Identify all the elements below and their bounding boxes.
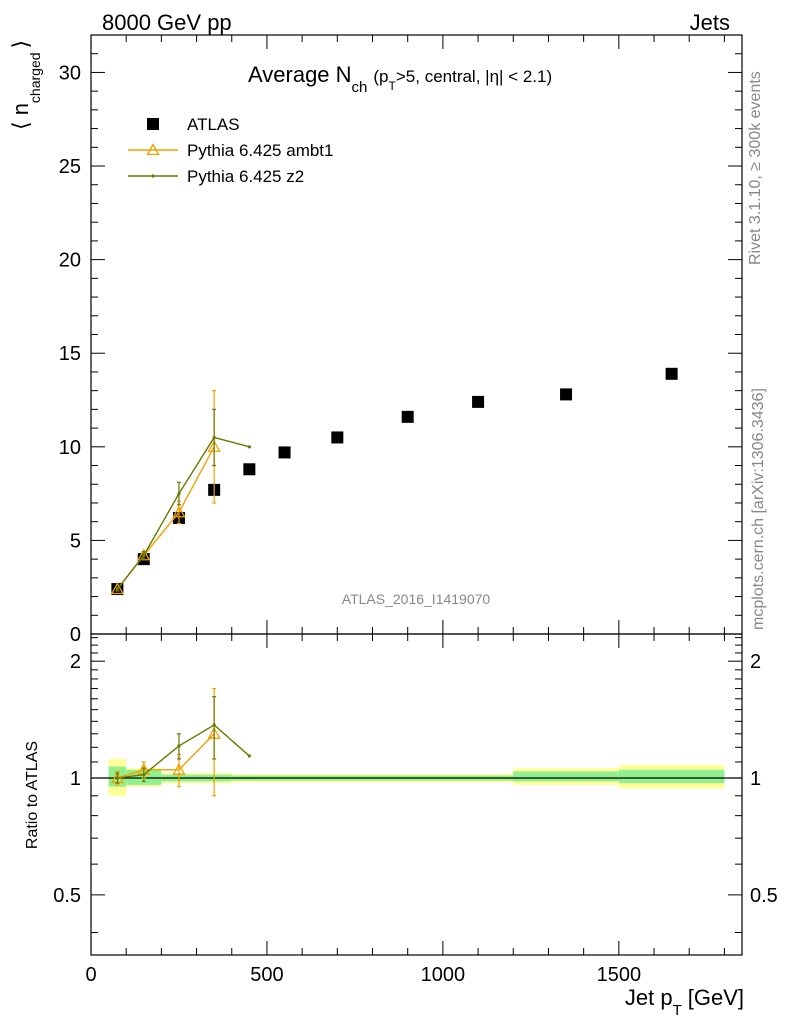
atlas-data-point bbox=[331, 431, 344, 444]
ratio-ylabel: Ratio to ATLAS bbox=[24, 741, 41, 849]
ratio-z2-point bbox=[247, 754, 251, 758]
legend-atlas-marker bbox=[147, 118, 159, 130]
ratio-ambt1-point bbox=[172, 762, 186, 775]
ratio-z2-point bbox=[177, 744, 181, 748]
ratio-y-tick-label-right: 1 bbox=[750, 768, 761, 790]
analysis-watermark: ATLAS_2016_I1419070 bbox=[342, 591, 491, 607]
ratio-plot-frame bbox=[90, 633, 743, 956]
main-y-tick-label: 0 bbox=[70, 624, 81, 646]
main-axis-ticks: 0 5 10 15 20 25 30 bbox=[59, 34, 742, 646]
x-tick-label: 500 bbox=[250, 964, 283, 986]
header-process-label: Jets bbox=[690, 10, 730, 35]
ambt1-data-point bbox=[172, 505, 186, 518]
atlas-data-point bbox=[472, 395, 485, 408]
x-tick-label: 1500 bbox=[597, 964, 642, 986]
ratio-band-inner bbox=[618, 769, 725, 784]
z2-data-point bbox=[142, 553, 146, 557]
legend: ATLAS Pythia 6.425 ambt1 Pythia 6.425 z2 bbox=[128, 115, 333, 186]
main-ylabel: ⟨ ncharged⟩ bbox=[8, 40, 43, 130]
main-series-marks bbox=[110, 367, 678, 596]
z2-data-point bbox=[212, 435, 216, 440]
z2-data-point bbox=[247, 445, 251, 449]
ratio-y-tick-label-right: 2 bbox=[750, 651, 761, 673]
x-tick-label: 1000 bbox=[421, 964, 466, 986]
legend-z2-marker bbox=[151, 174, 155, 178]
atlas-data-point bbox=[665, 367, 678, 380]
legend-label: ATLAS bbox=[187, 115, 240, 134]
ambt1-data-point bbox=[137, 548, 151, 561]
legend-ambt1-marker bbox=[146, 143, 160, 156]
x-tick-label: 0 bbox=[85, 964, 96, 986]
legend-label: Pythia 6.425 z2 bbox=[187, 167, 304, 186]
atlas-data-point bbox=[560, 388, 573, 401]
main-y-tick-label: 5 bbox=[70, 530, 81, 552]
ratio-series-marks bbox=[110, 687, 251, 797]
legend-label: Pythia 6.425 ambt1 bbox=[187, 141, 333, 160]
mcplots-reference-label: mcplots.cern.ch [arXiv:1306.3436] bbox=[750, 388, 767, 630]
ratio-z2-point bbox=[142, 773, 146, 777]
ratio-ambt1-line bbox=[117, 733, 215, 779]
header-energy-label: 8000 GeV pp bbox=[102, 10, 232, 35]
atlas-data-point bbox=[278, 446, 291, 459]
ratio-y-tick-label-left: 2 bbox=[70, 651, 81, 673]
main-y-tick-label: 10 bbox=[59, 437, 81, 459]
ratio-uncertainty-bands bbox=[91, 758, 742, 796]
ratio-z2-point bbox=[115, 776, 119, 780]
atlas-data-point bbox=[243, 463, 256, 476]
xlabel: Jet pT[GeV] bbox=[625, 985, 744, 1019]
ambt1-data-point bbox=[110, 582, 124, 595]
main-y-tick-label: 25 bbox=[59, 156, 81, 178]
main-y-tick-label: 30 bbox=[59, 62, 81, 84]
ratio-y-tick-label-right: 0.5 bbox=[750, 885, 778, 907]
ratio-band-inner bbox=[513, 771, 619, 782]
ratio-axis-ticks: 0.5 0.5 1 1 2 2 0 500 1000 1500 bbox=[53, 634, 778, 986]
z2-data-point bbox=[177, 492, 181, 496]
ratio-y-tick-label-left: 0.5 bbox=[53, 885, 81, 907]
ratio-z2-point bbox=[212, 723, 216, 727]
main-y-tick-label: 15 bbox=[59, 343, 81, 365]
z2-data-point bbox=[115, 587, 119, 591]
atlas-data-point bbox=[401, 410, 414, 423]
main-y-tick-label: 20 bbox=[59, 250, 81, 272]
ratio-y-tick-label-left: 1 bbox=[70, 768, 81, 790]
rivet-version-label: Rivet 3.1.10, ≥ 300k events bbox=[747, 71, 764, 265]
main-title: Average Nch(pT>5, central, |η| < 2.1) bbox=[248, 62, 552, 96]
